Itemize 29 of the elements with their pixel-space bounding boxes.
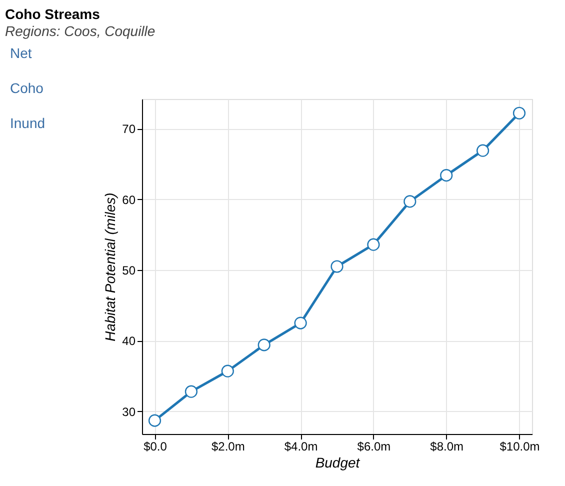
chart-subtitle: Regions: Coos, Coquille	[5, 23, 156, 39]
y-tick-label: 70	[122, 122, 136, 136]
y-tick-label: 40	[122, 334, 136, 348]
y-tick-label: 60	[122, 192, 136, 207]
y-tick-label: 30	[122, 404, 136, 419]
point	[221, 364, 234, 378]
text: Inund	[10, 115, 46, 131]
point	[330, 260, 344, 273]
x-tick-label: $0.0	[144, 440, 168, 454]
y-tick-label: 50	[122, 264, 136, 278]
point	[258, 338, 270, 352]
text: Net	[10, 45, 32, 61]
point	[184, 385, 198, 398]
x-tick-label: $10.0m	[500, 440, 540, 454]
point	[440, 169, 453, 182]
point	[404, 195, 416, 208]
point	[512, 106, 526, 120]
x-tick-label: $8.0m	[430, 440, 464, 454]
point	[148, 414, 162, 427]
y-axis-title: Habitat Potential (miles)	[102, 192, 118, 342]
point	[294, 316, 307, 330]
chart-title: Coho Streams	[5, 6, 100, 22]
x-axis-title: Budget	[315, 454, 361, 470]
point	[367, 238, 380, 251]
text: Coho	[10, 80, 44, 96]
x-tick-label: $6.0m	[357, 440, 391, 454]
x-tick-label: $4.0m	[284, 440, 318, 454]
point	[476, 144, 490, 157]
x-tick-label: $2.0m	[211, 440, 245, 454]
